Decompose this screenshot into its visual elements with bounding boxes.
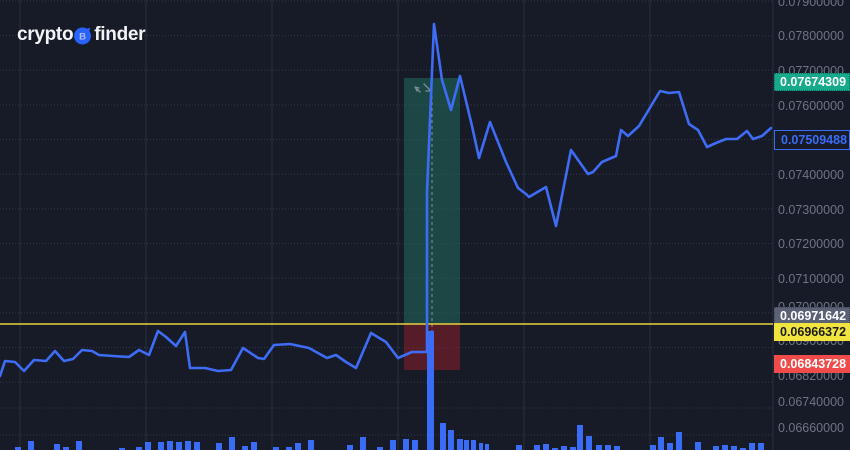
svg-text:B: B bbox=[79, 31, 86, 42]
